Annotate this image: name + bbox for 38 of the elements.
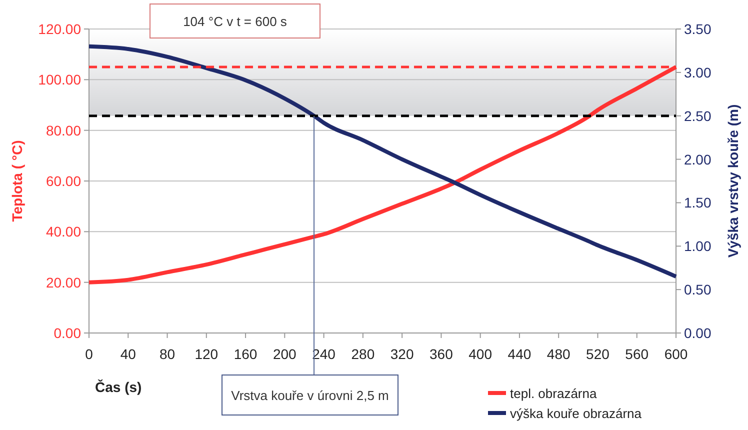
x-tick-label: 40 <box>120 346 136 362</box>
annotation: 104 °C v t = 600 s <box>183 14 288 29</box>
y2-tick-label: 2.00 <box>684 151 712 168</box>
y-tick-label: 0.00 <box>54 325 82 341</box>
x-tick-label: 600 <box>664 346 688 362</box>
x-tick-label: 560 <box>625 346 649 362</box>
x-axis-title: Čas (s) <box>95 379 142 395</box>
y2-tick-label: 3.00 <box>684 64 712 80</box>
x-tick-label: 480 <box>546 346 570 362</box>
y-tick-label: 100.00 <box>38 72 82 88</box>
x-tick-label: 280 <box>351 346 375 362</box>
legend-label: výška kouře obrazárna <box>510 406 642 421</box>
y-tick-label: 20.00 <box>46 274 82 290</box>
x-tick-label: 400 <box>468 346 492 362</box>
x-tick-label: 160 <box>234 346 258 362</box>
x-tick-label: 520 <box>586 346 610 362</box>
x-tick-label: 80 <box>159 346 176 362</box>
y-tick-label: 40.00 <box>46 224 82 240</box>
y-tick-label: 80.00 <box>46 122 82 138</box>
y2-tick-label: 2.50 <box>684 108 712 124</box>
x-tick-label: 360 <box>430 346 454 362</box>
x-tick-label: 0 <box>85 346 94 362</box>
y-axis-title: Teplota ( °C) <box>9 140 25 222</box>
y-tick-label: 60.00 <box>46 173 82 189</box>
y2-tick-label: 1.50 <box>684 194 712 211</box>
legend-label: tepl. obrazárna <box>510 386 598 401</box>
y2-tick-label: 1.00 <box>684 238 712 254</box>
callout: Vrstva kouře v úrovni 2,5 m <box>222 374 398 416</box>
x-tick-label: 440 <box>508 346 532 362</box>
y2-tick-label: 3.50 <box>684 21 712 37</box>
y-tick-label: 120.00 <box>38 21 82 37</box>
y2-tick-label: 0.00 <box>684 325 712 341</box>
x-tick-label: 120 <box>194 346 218 362</box>
x-tick-label: 200 <box>272 346 297 362</box>
x-tick-label: 320 <box>390 346 414 362</box>
y2-tick-label: 0.50 <box>684 282 712 298</box>
y2-axis-title: Výška vrstvy kouře (m) <box>725 104 741 258</box>
callout: 104 °C v t = 600 s <box>150 4 320 38</box>
